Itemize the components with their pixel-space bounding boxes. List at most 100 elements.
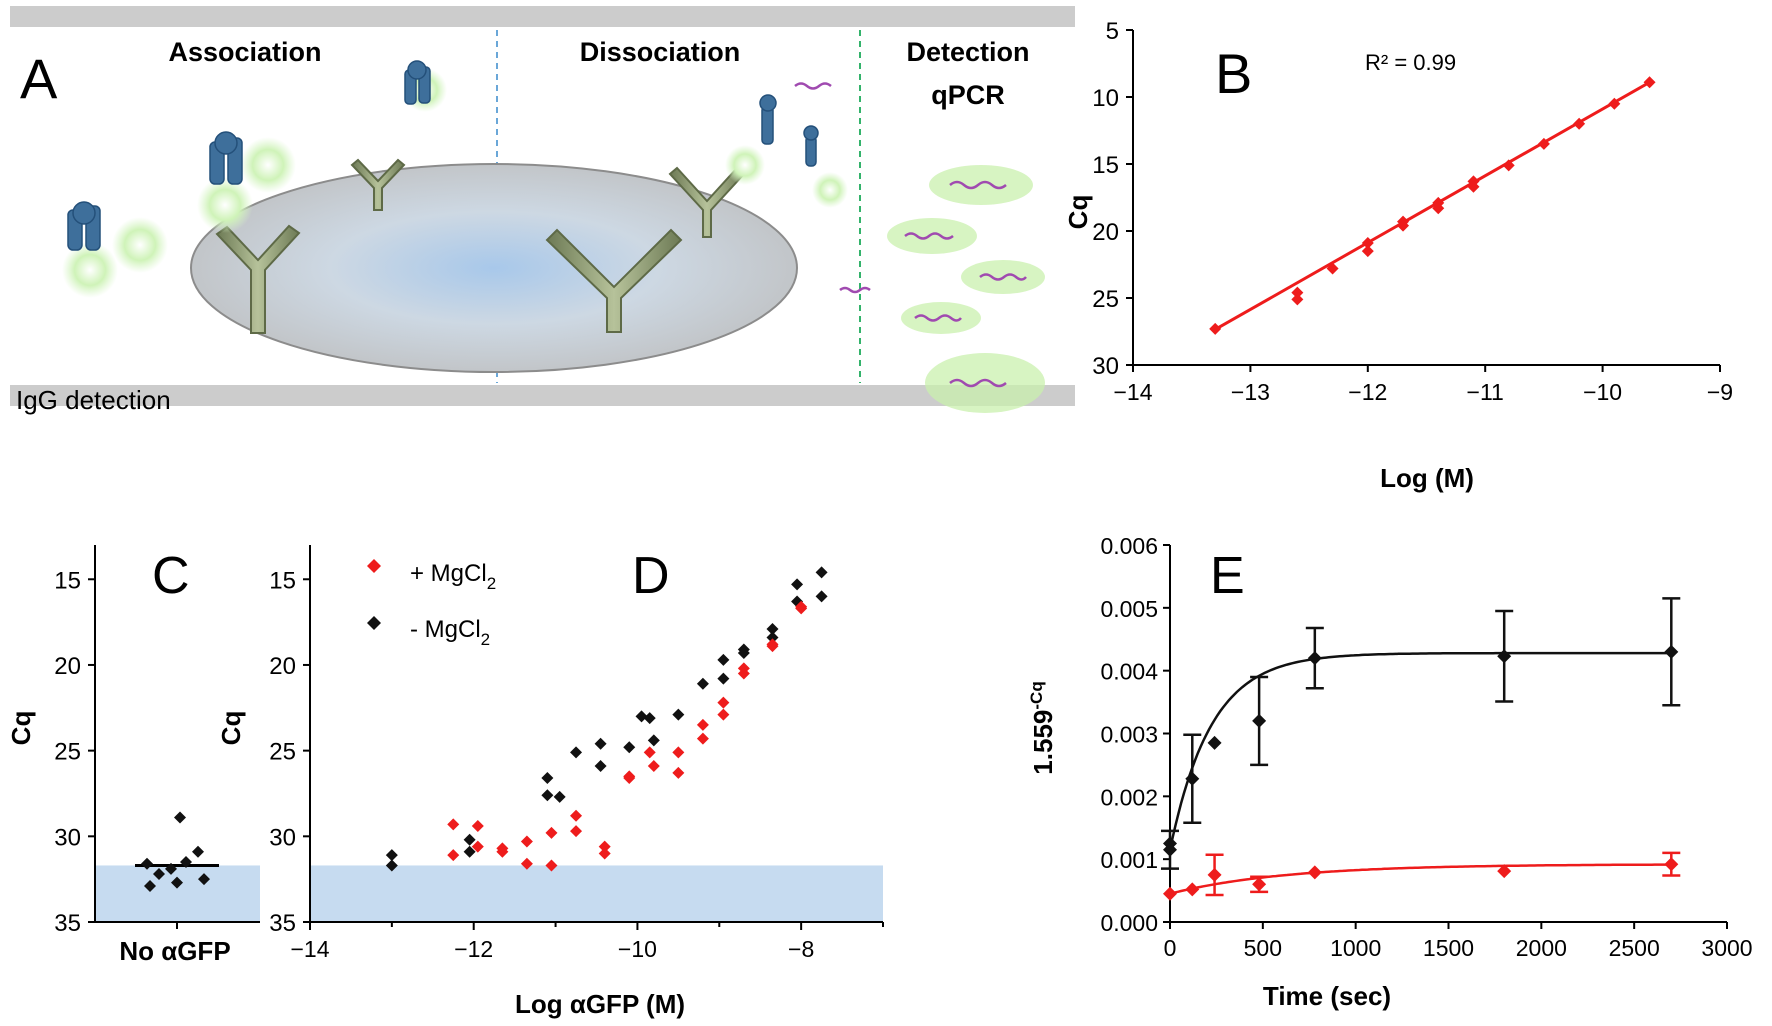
panel-b-xlabel: Log (M) [1380, 463, 1474, 493]
panel-c-xlabel: No αGFP [119, 936, 230, 966]
panel-d-point-minus-mgcl2 [594, 760, 607, 773]
panel-d-point-minus-mgcl2 [737, 646, 750, 659]
legend-label-minus: - MgCl2 [410, 616, 490, 649]
panel-b-r2-annotation: R² = 0.99 [1365, 50, 1456, 75]
panel-e-point-red [1163, 886, 1177, 901]
panel-c-y-tick-label: 15 [54, 567, 81, 594]
panel-e-y-tick-label: 0.004 [1100, 659, 1158, 685]
panel-b-point [1502, 159, 1515, 172]
panel-e-point-red [1664, 857, 1679, 872]
panel-d-point-plus-mgcl2 [545, 859, 558, 872]
panel-c-point [141, 857, 153, 870]
panel-e-x-tick-label: 500 [1244, 935, 1282, 961]
panel-d-point-minus-mgcl2 [463, 833, 476, 846]
panel-e-y-tick-label: 0.000 [1100, 910, 1158, 936]
panel-e-y-tick-label: 0.002 [1100, 784, 1158, 810]
panel-c-point [144, 880, 156, 893]
panel-b-y-tick-label: 15 [1092, 152, 1119, 179]
panel-e-point-red [1497, 864, 1512, 879]
legend-marker-minus [367, 616, 381, 630]
panel-c-point [153, 868, 165, 881]
panel-d-point-plus-mgcl2 [766, 640, 779, 653]
top-bar [10, 6, 1075, 27]
panel-d-point-plus-mgcl2 [496, 845, 509, 858]
panel-b-point [1537, 137, 1550, 150]
panel-d-y-tick-label: 30 [269, 824, 296, 851]
panel-d-point-plus-mgcl2 [795, 602, 808, 615]
panel-e-point-black [1207, 735, 1222, 750]
panel-e-letter: E [1210, 547, 1245, 605]
panel-d-point-minus-mgcl2 [553, 790, 566, 803]
panel-b-x-tick-label: −9 [1707, 379, 1733, 405]
panel-d-point-plus-mgcl2 [520, 835, 533, 848]
panel-d-point-minus-mgcl2 [672, 708, 685, 721]
legend-label-plus: + MgCl2 [410, 560, 496, 593]
panel-e-point-black [1497, 649, 1512, 664]
panel-c-y-tick-label: 20 [54, 653, 81, 680]
panel-b-x-tick-label: −10 [1583, 379, 1622, 405]
dna-amplicon-icon [794, 82, 1045, 413]
panel-e-point-black [1252, 713, 1267, 728]
panel-e-point-red [1307, 865, 1322, 880]
panel-b-point [1432, 202, 1445, 215]
panel-b-point [1608, 97, 1621, 110]
panel-b-x-tick-label: −14 [1113, 379, 1152, 405]
surface-disc [190, 163, 798, 373]
panel-b-point [1326, 262, 1339, 275]
panel-d-x-tick-label: −14 [290, 936, 329, 962]
antibody-icon [215, 158, 746, 334]
panel-d-point-minus-mgcl2 [791, 578, 804, 591]
panel-e-y-tick-label: 0.003 [1100, 722, 1158, 748]
panel-e-point-black [1664, 644, 1679, 659]
panel-d-legend: + MgCl2 - MgCl2 [367, 559, 496, 649]
panel-c-point [165, 862, 177, 875]
panel-d-point-minus-mgcl2 [717, 653, 730, 666]
panel-b-point [1397, 219, 1410, 232]
panel-d-point-plus-mgcl2 [647, 760, 660, 773]
bottom-bar [10, 385, 1075, 406]
panel-d-point-minus-mgcl2 [696, 677, 709, 690]
panel-a-schematic: A Association Dissociation Detection qPC… [10, 6, 1075, 415]
panel-d-point-plus-mgcl2 [447, 818, 460, 831]
panel-c-point [198, 873, 210, 886]
panel-d-point-minus-mgcl2 [541, 772, 554, 785]
panel-c-point [180, 856, 192, 869]
panel-c-ylabel: Cq [6, 711, 36, 746]
panel-e-chart: 0.000 0.001 0.002 0.003 0.004 0.005 0.006 0 500 1… [1027, 533, 1753, 1011]
panel-e-point-black [1163, 836, 1177, 851]
panel-c-point [192, 845, 204, 858]
panel-d-point-plus-mgcl2 [717, 696, 730, 709]
panel-c-background-band [95, 865, 260, 922]
panel-d-xlabel: Log αGFP (M) [515, 989, 685, 1019]
panel-c-y-tick-label: 35 [54, 910, 81, 937]
panel-e-x-tick-label: 1000 [1330, 935, 1381, 961]
panel-b-letter: B [1215, 42, 1252, 105]
panel-d-point-plus-mgcl2 [447, 849, 460, 862]
panel-d-background-band [310, 865, 883, 922]
panel-d-point-plus-mgcl2 [643, 746, 656, 759]
panel-e-fit-curve-black [1168, 651, 1672, 850]
panel-c-y-tick-label: 25 [54, 739, 81, 766]
panel-d-point-minus-mgcl2 [385, 849, 398, 862]
panel-c-chart: 15 20 25 30 35 C No αGFP Cq [6, 545, 260, 966]
label-dissociation: Dissociation [580, 37, 741, 67]
panel-b-y-tick-label: 10 [1092, 85, 1119, 112]
panel-b-x-tick-label: −13 [1231, 379, 1270, 405]
panel-d-point-plus-mgcl2 [570, 825, 583, 838]
panel-e-point-red [1207, 867, 1222, 882]
panel-d-point-minus-mgcl2 [766, 622, 779, 635]
panel-b-fit-line [1214, 80, 1651, 331]
panel-d-point-plus-mgcl2 [520, 857, 533, 870]
panel-d-point-plus-mgcl2 [570, 809, 583, 822]
panel-b-chart: 5 10 15 20 25 30−14 −13 −12 −11 −10 −9 B R² = 0.99… [1063, 18, 1733, 493]
panel-a-letter: A [20, 47, 58, 110]
panel-d-point-minus-mgcl2 [635, 710, 648, 723]
panel-d-point-minus-mgcl2 [463, 845, 476, 858]
panel-b-point [1291, 293, 1304, 306]
panel-e-point-black [1185, 771, 1200, 786]
panel-d-y-tick-label: 15 [269, 567, 296, 594]
panel-e-point-red [1185, 882, 1200, 897]
panel-d-x-tick-label: −8 [788, 936, 814, 962]
panel-d-point-minus-mgcl2 [385, 859, 398, 872]
